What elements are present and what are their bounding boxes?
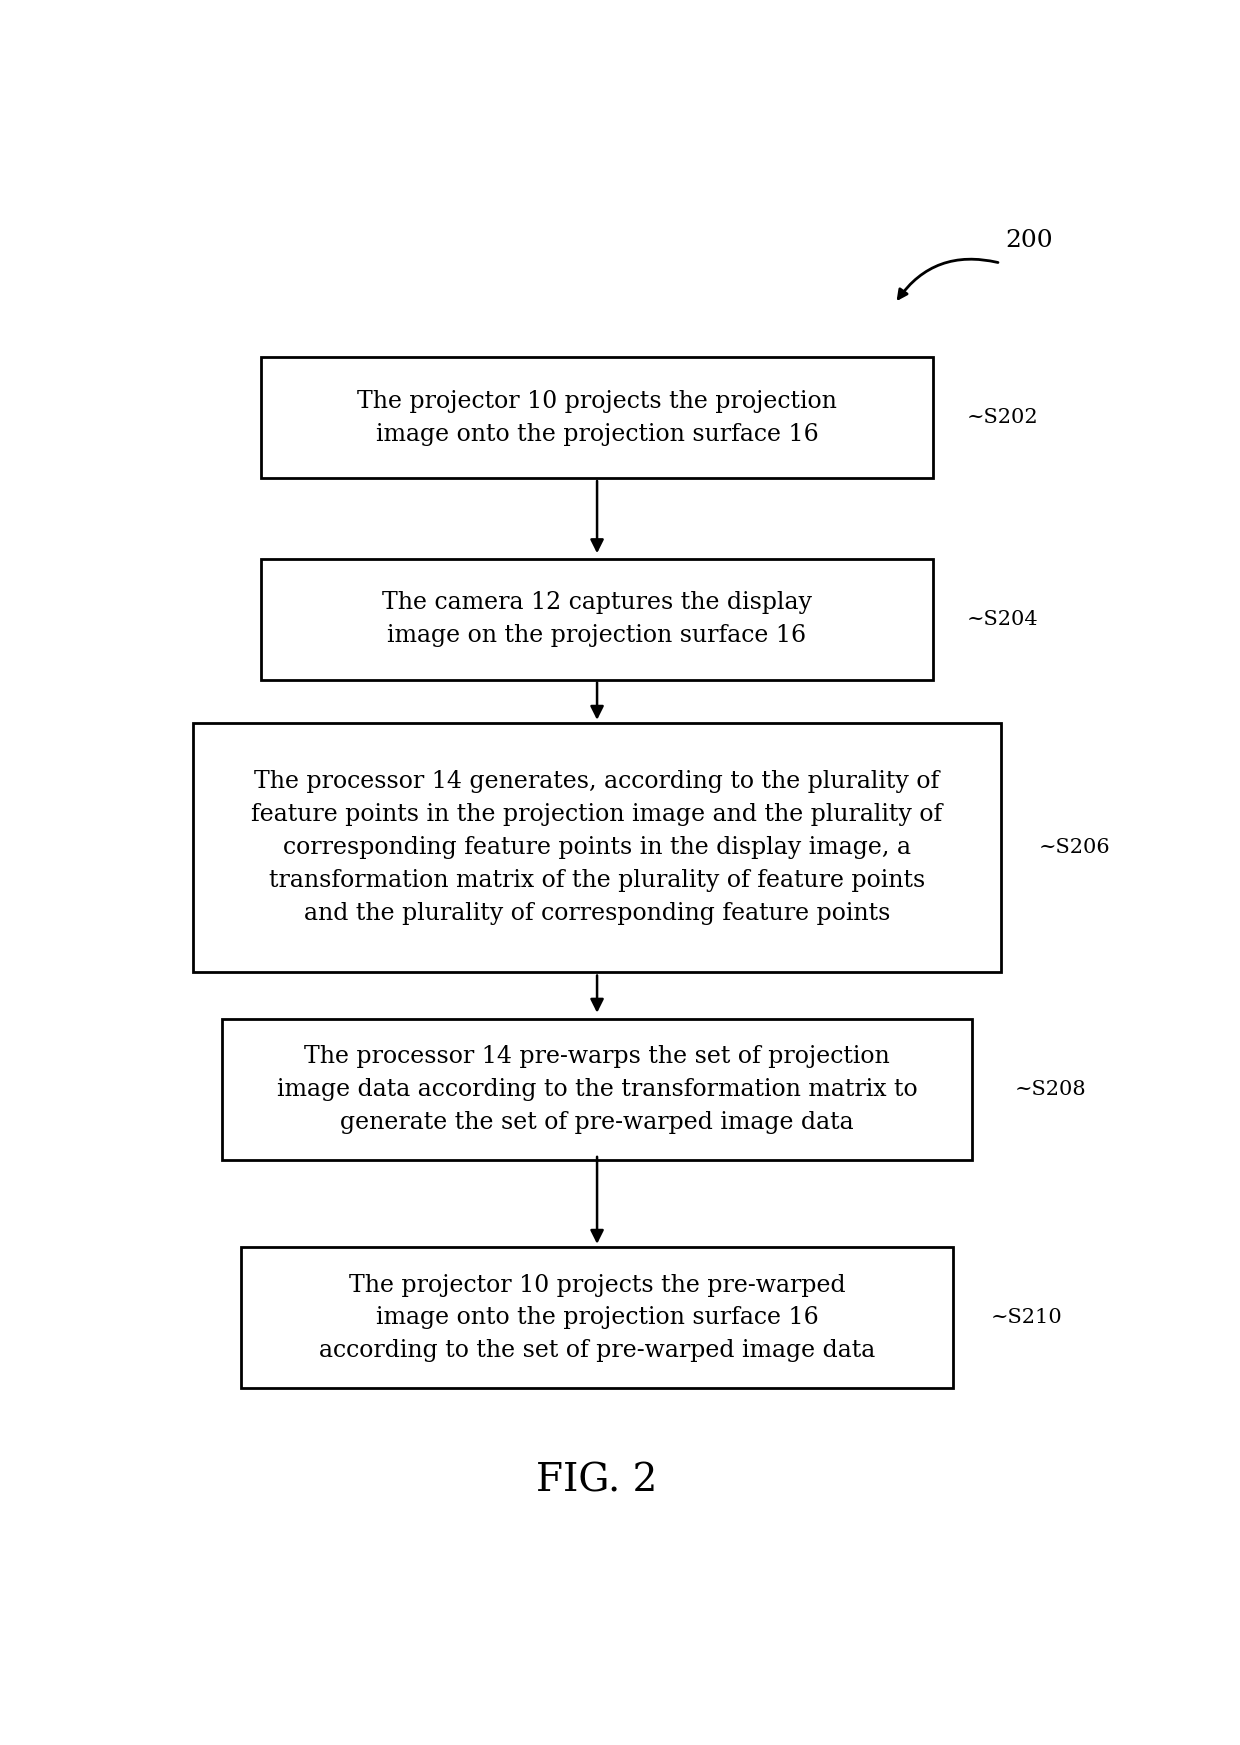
Text: The processor 14 pre-warps the set of projection
image data according to the tra: The processor 14 pre-warps the set of pr…	[277, 1045, 918, 1134]
Text: ~S210: ~S210	[991, 1309, 1063, 1328]
Text: The camera 12 captures the display
image on the projection surface 16: The camera 12 captures the display image…	[382, 592, 812, 647]
Text: ~S202: ~S202	[967, 408, 1039, 428]
Text: FIG. 2: FIG. 2	[537, 1462, 657, 1499]
Text: ~S208: ~S208	[1016, 1080, 1086, 1099]
Text: The processor 14 generates, according to the plurality of
feature points in the : The processor 14 generates, according to…	[252, 770, 942, 925]
FancyBboxPatch shape	[193, 724, 1001, 972]
FancyBboxPatch shape	[242, 1248, 952, 1389]
FancyBboxPatch shape	[222, 1019, 972, 1160]
Text: The projector 10 projects the projection
image onto the projection surface 16: The projector 10 projects the projection…	[357, 389, 837, 445]
Text: ~S204: ~S204	[967, 609, 1039, 628]
FancyBboxPatch shape	[260, 558, 934, 681]
Text: ~S206: ~S206	[1039, 838, 1111, 857]
Text: The projector 10 projects the pre-warped
image onto the projection surface 16
ac: The projector 10 projects the pre-warped…	[319, 1274, 875, 1363]
FancyBboxPatch shape	[260, 358, 934, 478]
Text: 200: 200	[1006, 229, 1053, 253]
